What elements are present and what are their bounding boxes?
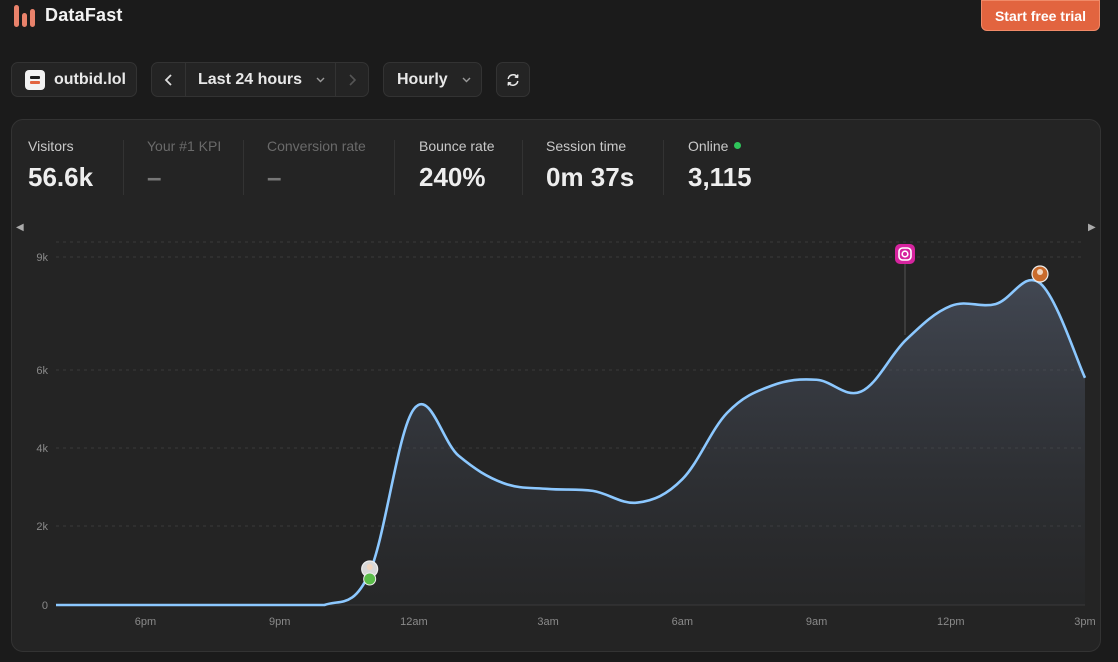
date-range-picker: Last 24 hours — [151, 62, 369, 97]
granularity-label: Hourly — [397, 70, 448, 88]
date-range-dropdown[interactable]: Last 24 hours — [186, 63, 335, 96]
kpi-label: Visitors — [28, 138, 74, 154]
x-tick-label: 3pm — [1074, 616, 1095, 628]
avatar-marker-icon-face — [366, 564, 373, 570]
kpi-label: Online — [688, 138, 752, 154]
x-tick-label: 3am — [537, 616, 558, 628]
x-tick-label: 12pm — [937, 616, 965, 628]
kpi-bar: Visitors 56.6k Your #1 KPI – Conversion … — [12, 120, 1100, 200]
chevron-right-icon — [349, 73, 357, 86]
data-point — [546, 487, 550, 491]
kpi-divider — [394, 140, 395, 195]
data-point — [636, 501, 640, 505]
site-name: outbid.lol — [54, 70, 126, 88]
data-point — [680, 477, 684, 481]
kpi-value: 240% — [419, 162, 486, 192]
data-point — [501, 481, 505, 485]
visitors-chart: 0 2k 4k 6k 9k 6pm 9pm 12am 3am 6am 9am 12pm 3pm — [36, 241, 1096, 628]
kpi-label: Session time — [546, 138, 627, 154]
online-status-dot — [734, 142, 742, 149]
y-tick-label: 2k — [36, 521, 48, 533]
data-point — [859, 389, 863, 393]
kpi-bounce-rate[interactable]: Bounce rate 240% — [419, 138, 495, 193]
data-point — [233, 603, 237, 607]
instagram-icon-frame — [898, 247, 912, 261]
x-tick-label: 9am — [806, 616, 827, 628]
data-point — [412, 407, 416, 411]
data-point — [54, 603, 58, 607]
area-fill — [56, 279, 1085, 605]
instagram-icon — [895, 244, 915, 264]
date-range-label: Last 24 hours — [198, 70, 303, 88]
scroll-right-arrow-icon[interactable]: ▶ — [1088, 222, 1096, 233]
data-point — [591, 489, 595, 493]
chevron-down-icon — [316, 77, 325, 82]
data-point — [815, 378, 819, 382]
kpi-primary[interactable]: Your #1 KPI – — [147, 138, 221, 193]
site-selector[interactable]: outbid.lol — [11, 62, 137, 97]
data-point — [904, 338, 908, 342]
y-tick-label: 0 — [42, 600, 48, 612]
data-point — [99, 603, 103, 607]
y-tick-label: 4k — [36, 443, 48, 455]
refresh-button[interactable] — [496, 62, 530, 97]
brand-name: DataFast — [45, 4, 123, 25]
kpi-conversion-rate[interactable]: Conversion rate – — [267, 138, 366, 193]
kpi-divider — [123, 140, 124, 195]
kpi-online[interactable]: Online 3,115 — [688, 138, 752, 193]
data-point — [322, 603, 326, 607]
data-point — [725, 411, 729, 415]
data-point — [143, 603, 147, 607]
chevron-down-icon — [462, 77, 471, 82]
data-point — [949, 304, 953, 308]
start-free-trial-button[interactable]: Start free trial — [980, 0, 1100, 31]
analytics-card: Visitors 56.6k Your #1 KPI – Conversion … — [11, 119, 1101, 652]
kpi-label: Conversion rate — [267, 138, 366, 154]
kpi-divider — [522, 140, 523, 195]
brand-logo-icon — [14, 3, 35, 27]
kpi-divider — [663, 140, 664, 195]
data-point — [1083, 376, 1087, 380]
data-point — [994, 302, 998, 306]
avatar-marker-icon — [363, 572, 377, 586]
previous-period-button[interactable] — [152, 63, 186, 96]
x-tick-label: 6pm — [135, 616, 156, 628]
online-label: Online — [688, 138, 729, 154]
kpi-visitors[interactable]: Visitors 56.6k — [28, 138, 93, 193]
kpi-value: 0m 37s — [546, 162, 635, 192]
data-point — [278, 603, 282, 607]
x-tick-label: 12am — [400, 616, 428, 628]
series-line — [56, 278, 1087, 607]
kpi-value: – — [147, 162, 162, 192]
x-tick-label: 9pm — [269, 616, 290, 628]
kpi-label: Your #1 KPI — [147, 138, 222, 154]
granularity-dropdown[interactable]: Hourly — [383, 62, 482, 97]
avatar-marker-icon-face — [1037, 269, 1043, 275]
kpi-value: 56.6k — [28, 162, 94, 192]
data-point — [770, 384, 774, 388]
instagram-icon-lens — [901, 250, 909, 258]
kpi-label: Bounce rate — [419, 138, 495, 154]
data-point — [188, 603, 192, 607]
next-period-button[interactable] — [335, 63, 368, 96]
x-tick-label: 6am — [672, 616, 693, 628]
data-point — [457, 454, 461, 458]
kpi-divider — [243, 140, 244, 195]
y-tick-label: 9k — [36, 252, 48, 264]
chevron-left-icon — [164, 73, 172, 86]
refresh-icon — [507, 73, 519, 86]
kpi-value: 3,115 — [688, 162, 752, 192]
y-tick-label: 6k — [36, 365, 48, 377]
kpi-value: – — [267, 162, 282, 192]
brand[interactable]: DataFast — [14, 3, 123, 27]
kpi-session-time[interactable]: Session time 0m 37s — [546, 138, 634, 193]
scroll-left-arrow-icon[interactable]: ◀ — [16, 222, 24, 233]
site-favicon-icon — [25, 69, 45, 90]
